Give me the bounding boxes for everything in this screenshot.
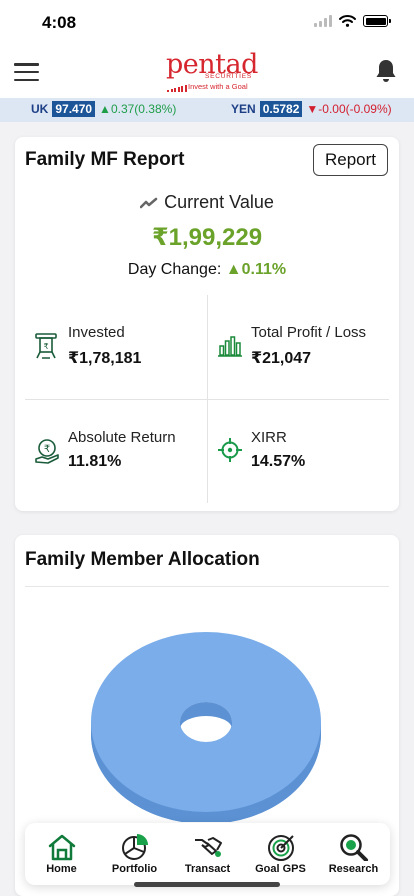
bell-icon[interactable] <box>374 58 398 84</box>
stat-value: 14.57% <box>251 453 306 470</box>
target-icon <box>218 438 242 462</box>
stat-label: XIRR <box>251 429 287 446</box>
nav-label: Home <box>46 863 77 875</box>
current-value: ₹1,99,229 <box>151 224 263 251</box>
day-change-row: Day Change: ▲0.11% <box>15 261 399 279</box>
ticker-value: 97.470 <box>52 101 96 117</box>
return-icon: ₹ <box>35 439 59 464</box>
battery-icon <box>363 15 391 27</box>
nav-label: Goal GPS <box>255 863 306 875</box>
handshake-icon <box>194 837 222 857</box>
current-value-label: Current Value <box>164 192 274 212</box>
day-change-value: 0.11% <box>241 261 287 278</box>
nav-research[interactable]: Research <box>319 833 389 875</box>
home-icon <box>48 834 75 861</box>
ticker-value: 0.5782 <box>259 101 303 117</box>
research-icon <box>339 834 368 861</box>
logo-word: pentad <box>166 49 258 80</box>
bar-chart-icon <box>218 336 242 357</box>
stat-label: Invested <box>68 324 125 341</box>
app-header: pentad SECURITIES Invest with a Goal <box>0 44 414 98</box>
invested-icon: ₹ <box>35 333 57 359</box>
ticker-name: YEN <box>231 102 256 116</box>
ticker-item-uk: UK 97.470 ▲ 0.37(0.38%) <box>31 101 176 117</box>
market-ticker: UK 97.470 ▲ 0.37(0.38%) YEN 0.5782 ▼ -0.… <box>0 98 414 122</box>
ticker-name: UK <box>31 102 49 116</box>
nav-goal-gps[interactable]: Goal GPS <box>246 833 316 875</box>
stat-value: ₹21,047 <box>251 350 312 367</box>
stat-divider-horizontal <box>25 399 389 400</box>
svg-text:₹: ₹ <box>43 342 48 351</box>
stat-value: 11.81% <box>68 453 122 470</box>
bottom-nav: Home Portfolio Transact Goal GPS <box>25 823 390 885</box>
hamburger-menu-icon[interactable] <box>14 63 39 81</box>
allocation-donut-chart[interactable] <box>91 622 321 822</box>
nav-label: Research <box>328 863 379 875</box>
up-arrow-icon: ▲ <box>225 261 242 278</box>
allocation-card-title: Family Member Allocation <box>25 549 260 570</box>
report-button[interactable]: Report <box>313 144 388 176</box>
day-change-label: Day Change: <box>127 261 222 278</box>
report-card-title: Family MF Report <box>25 149 185 170</box>
allocation-divider <box>25 586 389 587</box>
stat-label: Total Profit / Loss <box>251 324 367 341</box>
nav-transact[interactable]: Transact <box>173 833 243 875</box>
stat-value: ₹1,78,181 <box>68 350 142 367</box>
wifi-icon <box>339 15 356 27</box>
nav-home[interactable]: Home <box>27 833 97 875</box>
logo-sub: SECURITIES <box>205 73 253 80</box>
ticker-item-yen: YEN 0.5782 ▼ -0.00(-0.09%) <box>231 101 392 117</box>
status-time: 4:08 <box>42 13 77 32</box>
nav-label: Transact <box>184 863 231 875</box>
up-arrow-icon: ▲ <box>99 102 111 116</box>
status-bar: 4:08 <box>0 0 414 44</box>
status-icons <box>314 15 391 27</box>
goal-gps-icon <box>267 835 294 861</box>
pie-chart-icon <box>121 834 148 860</box>
pentad-logo: pentad SECURITIES Invest with a Goal <box>150 49 260 95</box>
down-arrow-icon: ▼ <box>306 102 319 116</box>
home-indicator[interactable] <box>134 882 280 887</box>
cellular-signal-icon <box>314 15 332 27</box>
current-value-row: Current Value <box>15 192 399 213</box>
nav-portfolio[interactable]: Portfolio <box>100 833 170 875</box>
trend-icon <box>140 197 158 208</box>
stat-label: Absolute Return <box>68 429 176 446</box>
family-mf-report-card: Family MF Report Report Current Value ₹1… <box>15 137 399 511</box>
ticker-change: 0.37(0.38%) <box>110 102 177 116</box>
svg-text:₹: ₹ <box>44 444 50 455</box>
ticker-change: -0.00(-0.09%) <box>318 102 392 116</box>
logo-bars-icon <box>167 85 187 92</box>
logo-tagline: Invest with a Goal <box>188 82 248 91</box>
nav-label: Portfolio <box>111 863 158 875</box>
